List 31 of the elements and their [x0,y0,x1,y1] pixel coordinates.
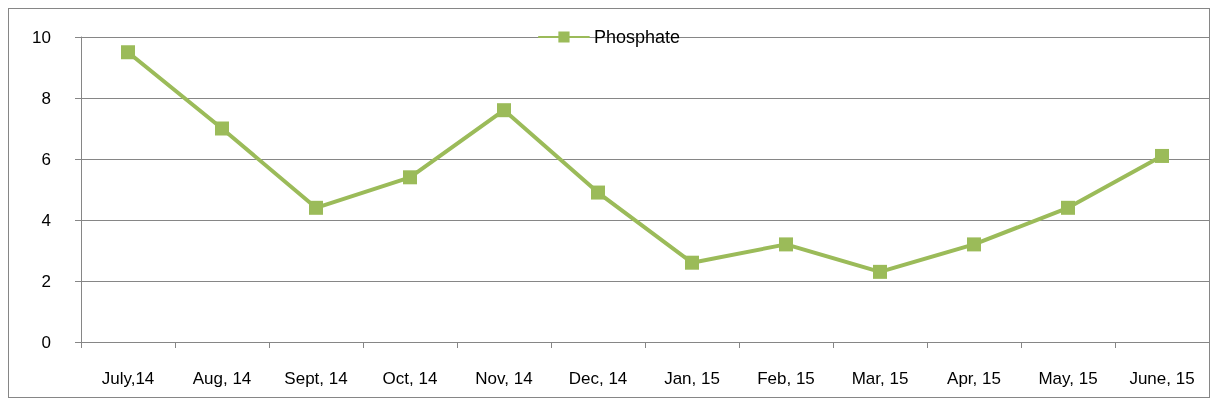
x-tick-label: Jan, 15 [664,369,720,388]
x-tick-label: July,14 [101,369,155,388]
point [685,255,699,270]
point [967,237,981,252]
y-tick-label: 2 [41,271,51,291]
point [591,185,605,200]
y-tick-label: 10 [32,27,51,47]
point [309,200,323,215]
y-tick-label: 6 [41,149,51,169]
y-tick-label: 0 [41,332,51,352]
x-tick-label: June, 15 [1129,369,1195,388]
x-tick-label: Aug, 14 [192,369,252,388]
legend-label: Phosphate [593,27,681,47]
y-tick-label: 8 [41,88,51,108]
x-tick-label: Dec, 14 [568,369,628,388]
y-tick-label: 4 [41,210,51,230]
x-tick-label: Feb, 15 [757,369,815,388]
point [1155,148,1169,163]
x-tick-label: May, 15 [1038,369,1098,388]
point [1061,200,1075,215]
x-tick-label: Apr, 15 [947,369,1001,388]
point [215,121,229,136]
point [403,170,417,185]
x-tick-label: Sept, 14 [284,369,348,388]
point [873,264,887,279]
point [121,45,135,60]
x-tick-label: Mar, 15 [851,369,909,388]
x-tick-label: Oct, 14 [382,369,438,388]
x-tick-label: Nov, 14 [475,369,533,388]
point [497,103,511,118]
point [779,237,793,252]
